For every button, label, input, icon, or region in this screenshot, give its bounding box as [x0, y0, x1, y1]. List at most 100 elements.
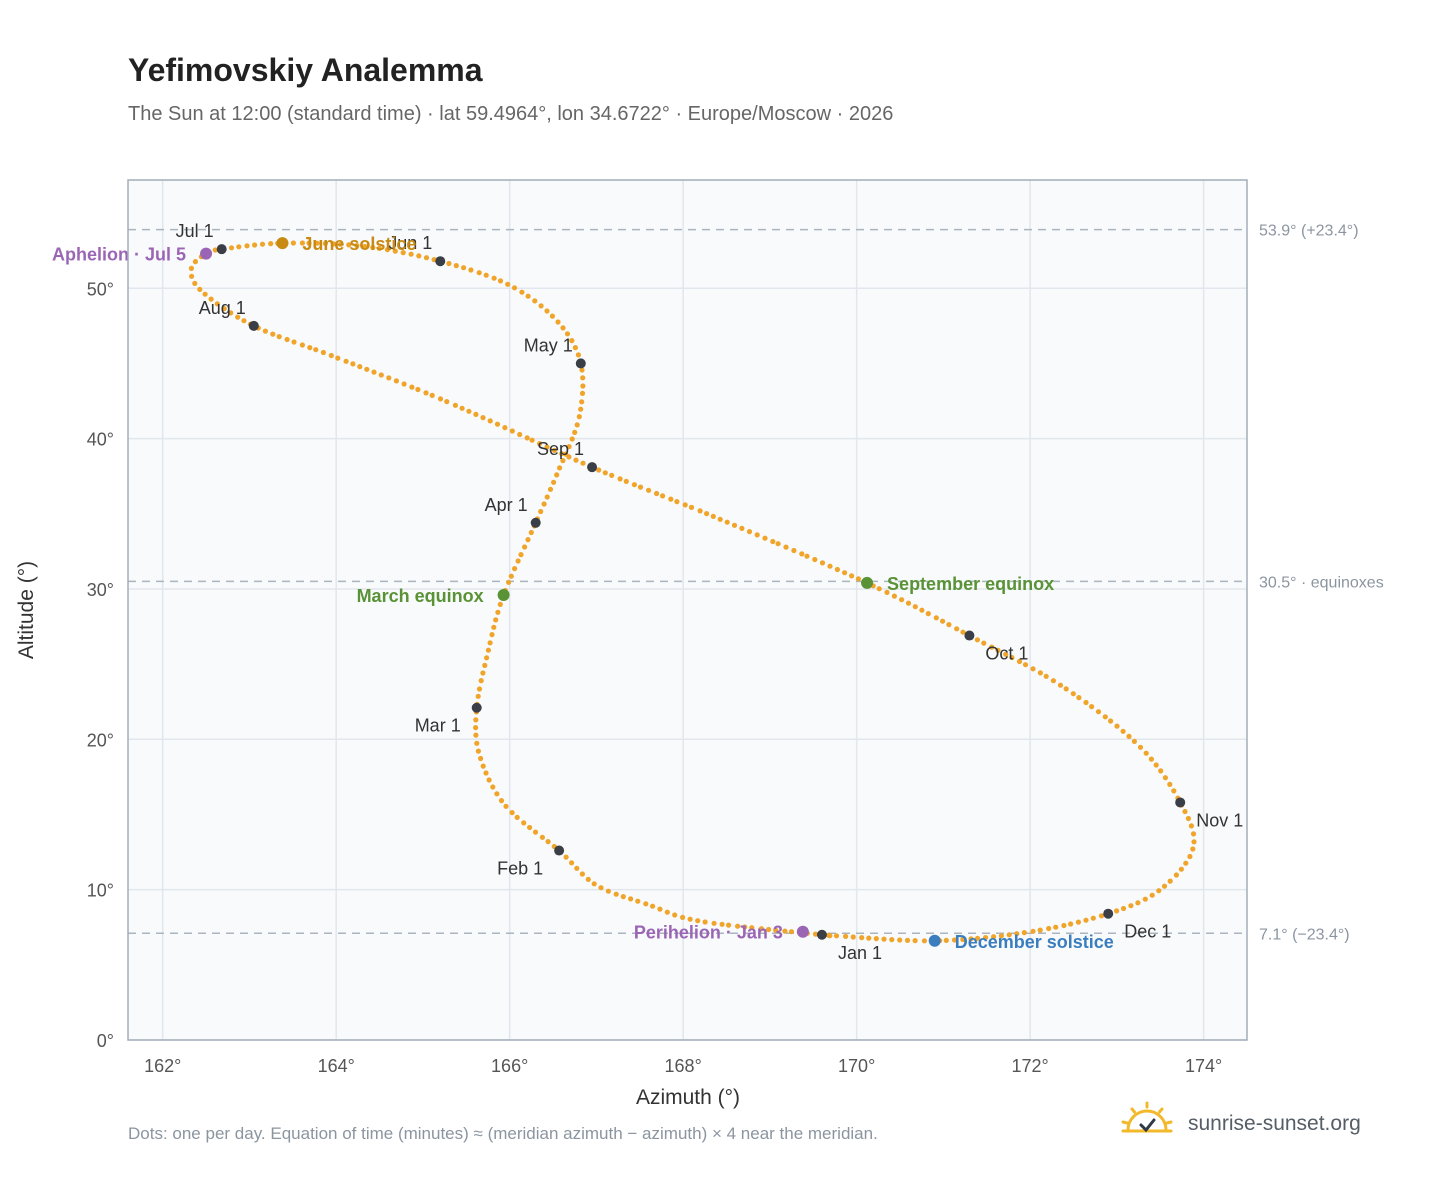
month-marker-dot	[964, 630, 975, 641]
month-marker-label: Jan 1	[838, 943, 882, 963]
daily-sun-dot	[974, 637, 981, 643]
daily-sun-dot	[392, 248, 398, 254]
daily-sun-dot	[378, 372, 384, 378]
daily-sun-dot	[346, 242, 352, 248]
daily-sun-dot	[521, 820, 527, 826]
daily-sun-dot	[1061, 922, 1067, 929]
daily-sun-dot	[487, 640, 493, 646]
daily-sun-dot	[320, 349, 326, 356]
daily-sun-dot	[575, 352, 582, 358]
daily-sun-dot	[541, 501, 547, 507]
daily-sun-dot	[946, 622, 952, 628]
daily-sun-dot	[1156, 888, 1162, 894]
daily-sun-dot	[889, 937, 895, 943]
event-marker-dot	[861, 576, 874, 589]
daily-sun-dot	[446, 260, 452, 267]
daily-sun-dot	[262, 328, 268, 334]
daily-sun-dot	[208, 296, 214, 302]
event-marker-label: June solstice	[302, 234, 416, 254]
daily-sun-dot	[991, 934, 997, 940]
brand[interactable]: sunrise-sunset.org	[1120, 1101, 1361, 1146]
daily-sun-dot	[524, 435, 530, 441]
daily-sun-dot	[1143, 750, 1149, 756]
daily-sun-dot	[1006, 932, 1012, 938]
daily-sun-dot	[884, 589, 890, 596]
daily-sun-dot	[545, 839, 551, 845]
daily-sun-dot	[495, 609, 501, 615]
daily-sun-dot	[532, 829, 539, 835]
daily-sun-dot	[235, 314, 241, 320]
daily-sun-dot	[1070, 691, 1076, 697]
daily-sun-dot	[189, 273, 195, 279]
daily-sun-dot	[415, 386, 421, 393]
daily-sun-dot	[580, 383, 586, 389]
daily-sun-dot	[637, 484, 644, 490]
daily-sun-dot	[1009, 654, 1015, 661]
daily-sun-dot	[569, 860, 575, 866]
daily-sun-dot	[270, 331, 276, 337]
daily-sun-dot	[609, 472, 615, 478]
daily-sun-dot	[702, 919, 708, 925]
daily-sun-dot	[855, 576, 862, 582]
y-tick-label: 30°	[87, 580, 114, 600]
daily-sun-dot	[579, 399, 585, 405]
reference-lines: 53.9° (+23.4°) 30.5° · equinoxes 7.1° (−23…	[128, 223, 1384, 943]
daily-sun-dot	[578, 406, 584, 412]
daily-sun-dot	[989, 644, 995, 650]
daily-sun-dot	[628, 896, 634, 902]
daily-sun-dot	[697, 508, 703, 514]
daily-sun-dot	[473, 732, 479, 738]
daily-sun-dot	[873, 936, 879, 942]
daily-sun-dot	[484, 655, 490, 661]
event-marker-dot	[497, 588, 510, 601]
event-markers: June solstice December solstice March equi…	[52, 234, 1114, 952]
month-marker-dot	[575, 358, 586, 369]
y-tick-label: 50°	[87, 279, 114, 299]
month-marker-label: Mar 1	[415, 716, 461, 736]
daily-sun-dot	[284, 336, 290, 343]
daily-sun-dot	[335, 355, 341, 361]
daily-sun-dot	[480, 415, 486, 421]
daily-sun-dot	[483, 272, 489, 278]
daily-sun-dot	[452, 402, 458, 408]
daily-sun-dot	[560, 458, 566, 464]
daily-sun-dot	[1102, 714, 1108, 720]
daily-sun-dot	[1053, 924, 1059, 930]
daily-sun-dot	[1114, 723, 1120, 729]
daily-sun-dot	[766, 926, 772, 933]
daily-sun-dot	[919, 607, 925, 613]
daily-sun-dot	[529, 437, 535, 443]
daily-sun-dot	[537, 441, 543, 447]
daily-sun-dot	[1108, 718, 1114, 724]
month-marker-dot	[216, 244, 227, 255]
daily-sun-dot	[480, 763, 486, 769]
daily-sun-dot	[596, 467, 602, 473]
daily-sun-dot	[904, 937, 911, 944]
daily-sun-dot	[544, 308, 550, 314]
daily-sun-dot	[519, 289, 525, 295]
month-marker-dot	[435, 256, 446, 267]
daily-sun-dot	[1075, 919, 1081, 925]
month-marker-label: Jun 1	[388, 233, 432, 253]
daily-sun-dot	[555, 319, 561, 325]
daily-sun-dot	[770, 538, 776, 545]
daily-sun-dot	[549, 313, 556, 319]
daily-sun-dot	[834, 566, 841, 573]
daily-sun-dot	[371, 369, 377, 375]
daily-sun-dot	[331, 241, 337, 247]
daily-sun-dot	[437, 396, 444, 402]
daily-sun-dot	[547, 486, 554, 492]
daily-sun-dot	[598, 885, 604, 891]
daily-sun-dot	[572, 429, 578, 435]
daily-sun-dot	[508, 573, 514, 579]
daily-sun-dot	[291, 339, 297, 345]
daily-sun-dot	[657, 906, 663, 912]
daily-sun-dot	[307, 345, 313, 351]
daily-sun-dot	[664, 909, 670, 915]
daily-sun-dot	[476, 686, 483, 692]
plot-border	[127, 179, 1248, 1041]
month-marker-dot	[587, 462, 598, 473]
daily-sun-dot	[338, 241, 344, 247]
daily-sun-dot	[384, 247, 390, 253]
daily-sun-dot	[551, 447, 558, 453]
